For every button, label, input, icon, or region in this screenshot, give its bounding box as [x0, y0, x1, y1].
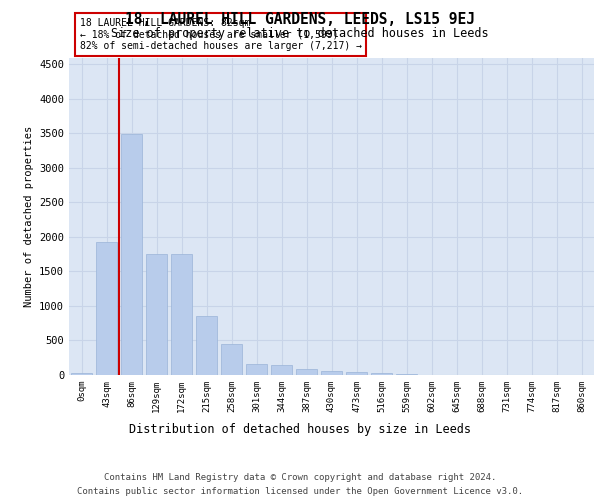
Bar — [396, 374, 417, 375]
Y-axis label: Number of detached properties: Number of detached properties — [23, 126, 34, 307]
Bar — [371, 373, 392, 375]
Text: Contains public sector information licensed under the Open Government Licence v3: Contains public sector information licen… — [77, 488, 523, 496]
Bar — [346, 372, 367, 375]
Bar — [171, 254, 192, 375]
Text: Distribution of detached houses by size in Leeds: Distribution of detached houses by size … — [129, 422, 471, 436]
Bar — [146, 254, 167, 375]
Bar — [296, 369, 317, 375]
Bar — [121, 134, 142, 375]
Text: 18, LAUREL HILL GARDENS, LEEDS, LS15 9EJ: 18, LAUREL HILL GARDENS, LEEDS, LS15 9EJ — [125, 12, 475, 28]
Bar — [221, 344, 242, 375]
Bar — [71, 373, 92, 375]
Text: Size of property relative to detached houses in Leeds: Size of property relative to detached ho… — [111, 28, 489, 40]
Bar — [96, 242, 117, 375]
Bar — [271, 364, 292, 375]
Text: 18 LAUREL HILL GARDENS: 82sqm
← 18% of detached houses are smaller (1,599)
82% o: 18 LAUREL HILL GARDENS: 82sqm ← 18% of d… — [79, 18, 361, 51]
Bar — [321, 371, 342, 375]
Bar — [246, 364, 267, 375]
Bar — [196, 316, 217, 375]
Text: Contains HM Land Registry data © Crown copyright and database right 2024.: Contains HM Land Registry data © Crown c… — [104, 472, 496, 482]
